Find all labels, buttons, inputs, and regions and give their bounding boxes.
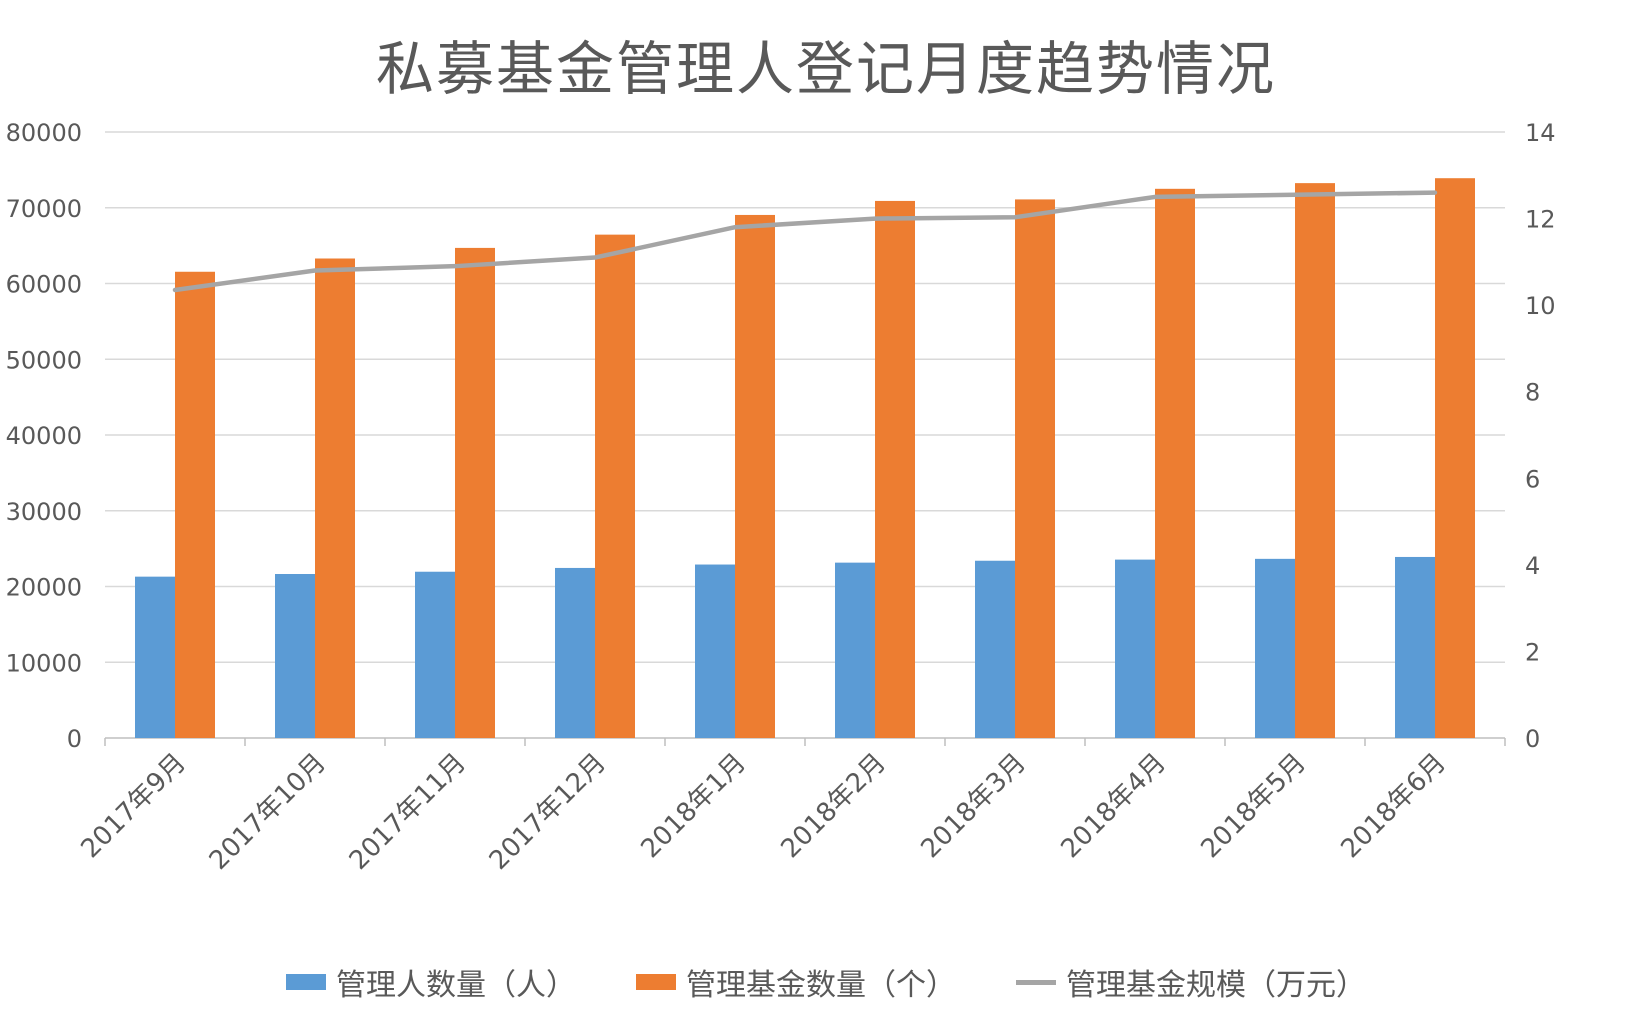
legend-item-managers: 管理人数量（人） [286,960,576,1004]
bar-managers [695,564,735,738]
legend-swatch-funds [636,974,676,990]
x-tick-label: 2018年5月 [1195,748,1311,864]
legend-swatch-scale [1016,979,1056,985]
y-right-tick-label: 0 [1525,725,1540,753]
y-right-tick-label: 10 [1525,292,1556,320]
x-tick-label: 2017年12月 [484,748,612,876]
bar-managers [835,562,875,738]
legend-label-scale: 管理基金规模（万元） [1066,968,1366,1003]
y-left-tick-label: 10000 [6,649,82,677]
y-right-tick-label: 12 [1525,206,1556,234]
y-left-tick-label: 40000 [6,422,82,450]
x-tick-label: 2018年3月 [915,748,1031,864]
y-right-tick-label: 14 [1525,119,1556,147]
y-left-tick-label: 50000 [6,346,82,374]
y-right-tick-label: 8 [1525,379,1540,407]
x-tick-label: 2018年4月 [1055,748,1171,864]
bar-funds [1435,178,1475,738]
y-left-tick-label: 0 [67,725,82,753]
legend-item-funds: 管理基金数量（个） [636,960,956,1004]
bar-managers [555,567,595,738]
legend-label-managers: 管理人数量（人） [336,968,576,1003]
x-tick-label: 2017年10月 [204,748,332,876]
bar-managers [1395,556,1435,738]
bar-funds [1155,188,1195,738]
y-left-tick-label: 20000 [6,574,82,602]
y-right-tick-label: 2 [1525,638,1540,666]
x-tick-label: 2018年1月 [635,748,751,864]
bar-funds [1295,183,1335,739]
bar-funds [595,234,635,739]
bar-funds [1015,199,1055,739]
bar-funds [455,247,495,738]
y-right-tick-label: 6 [1525,465,1540,493]
y-left-tick-label: 80000 [6,119,82,147]
bar-managers [135,576,175,738]
legend-label-funds: 管理基金数量（个） [686,968,956,1003]
legend-item-scale: 管理基金规模（万元） [1016,960,1366,1004]
y-left-tick-label: 70000 [6,195,82,223]
bar-funds [175,271,215,738]
bar-managers [1255,558,1295,738]
bar-funds [735,214,775,739]
bar-funds [315,258,355,738]
x-tick-label: 2018年6月 [1335,748,1451,864]
bar-managers [1115,559,1155,738]
x-tick-label: 2017年9月 [75,748,191,864]
y-left-tick-label: 60000 [6,271,82,299]
line-scale [172,190,1438,293]
bar-funds [875,200,915,738]
chart-title: 私募基金管理人登记月度趋势情况 [375,35,1276,103]
x-tick-label: 2018年2月 [775,748,891,864]
legend: 管理人数量（人） 管理基金数量（个） 管理基金规模（万元） [0,960,1652,1004]
legend-swatch-managers [286,974,326,990]
y-left-tick-label: 30000 [6,498,82,526]
bar-managers [275,574,315,738]
bar-managers [415,571,455,738]
y-right-tick-label: 4 [1525,552,1540,580]
x-tick-label: 2017年11月 [344,748,472,876]
bar-managers [975,560,1015,738]
